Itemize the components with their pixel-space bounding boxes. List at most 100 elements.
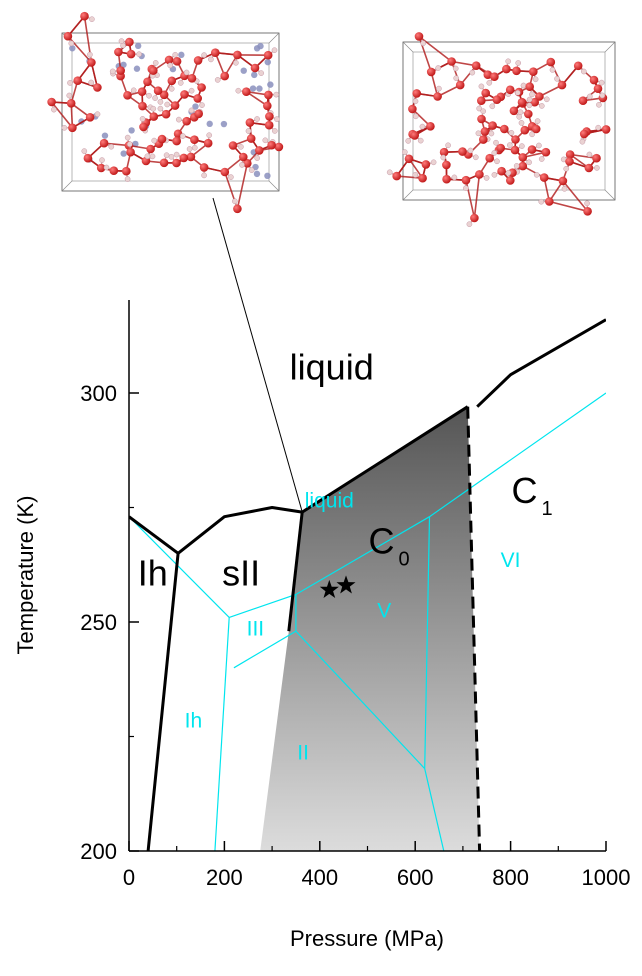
hydrogen-atom — [520, 82, 527, 89]
framework-bond — [236, 163, 249, 209]
boundary-c0-c1 — [466, 406, 482, 851]
oxygen-atom — [490, 72, 499, 81]
hydrogen-atom — [549, 67, 556, 73]
hydrogen-atom — [526, 96, 533, 103]
hydrogen-atom — [157, 99, 164, 105]
x-tick-label-3: 600 — [397, 865, 434, 890]
guest-atom — [256, 85, 263, 92]
oxygen-atom — [137, 87, 147, 96]
hydrogen-atom — [529, 91, 535, 98]
hydrogen-atom — [515, 60, 522, 66]
hydrogen-atom — [489, 103, 496, 110]
hydrogen-atom — [420, 40, 427, 47]
y-axis-label: Temperature (K) — [13, 496, 38, 655]
guest-atom — [267, 81, 274, 88]
oxygen-atom — [509, 106, 519, 116]
oxygen-atom — [203, 138, 213, 148]
hydrogen-atom — [61, 125, 68, 131]
hydrogen-atom — [67, 80, 73, 86]
guest-atom — [264, 58, 271, 66]
oxygen-atom — [126, 49, 136, 59]
oxygen-atom — [508, 168, 517, 177]
guest-atom — [192, 103, 199, 110]
hydrogen-atom — [88, 79, 94, 86]
hydrogen-atom — [466, 221, 473, 227]
phase-label-3: sII — [222, 552, 260, 593]
oxygen-atom — [510, 145, 520, 155]
unit-cell-inner-box — [412, 51, 606, 191]
oxygen-atom — [500, 124, 509, 134]
oxygen-atom — [565, 157, 574, 166]
x-axis-label: Pressure (MPa) — [290, 926, 444, 951]
star-marker-2 — [336, 575, 356, 594]
boundary-ih-sii — [146, 553, 180, 851]
unit-cell-edge-0 — [402, 41, 414, 53]
hydrogen-atom — [201, 52, 207, 58]
hydrogen-atom — [486, 80, 493, 86]
hydrogen-atom — [108, 143, 115, 150]
hydrogen-atom — [581, 68, 587, 75]
oxygen-atom — [68, 123, 77, 133]
hydrogen-atom — [89, 16, 95, 23]
guest-atom — [253, 45, 261, 52]
hydrogen-atom — [554, 76, 560, 82]
oxygen-atom — [263, 101, 272, 111]
hydrogen-atom — [262, 137, 269, 144]
oxygen-atom — [66, 99, 76, 108]
boundary-c0-liquid — [301, 405, 469, 514]
hydrogen-atom — [199, 102, 205, 108]
hydrogen-atom — [99, 157, 105, 163]
framework-bond — [562, 180, 589, 212]
phase-label-subscript-4: 0 — [398, 548, 409, 570]
hydrogen-atom — [513, 163, 520, 169]
oxygen-atom — [426, 67, 436, 77]
oxygen-atom — [197, 83, 206, 92]
hydrogen-atom — [533, 171, 540, 178]
oxygen-atom — [589, 75, 599, 85]
hydrogen-atom — [451, 174, 458, 181]
oxygen-atom — [584, 163, 594, 173]
hydrogen-atom — [596, 102, 602, 108]
oxygen-atom — [153, 86, 163, 95]
oxygen-atom — [517, 97, 527, 107]
hydrogen-atom — [254, 116, 260, 122]
oxygen-atom — [565, 150, 575, 159]
oxygen-atom — [87, 58, 96, 67]
oxygen-atom — [518, 153, 528, 162]
oxygen-atom — [161, 109, 171, 119]
hydrogen-atom — [81, 148, 88, 154]
hydrogen-atom — [150, 105, 157, 112]
hydrogen-atom — [536, 142, 542, 149]
guest-atom — [101, 132, 109, 139]
x-tick-label-2: 400 — [301, 865, 338, 890]
phase-label-2: Ih — [138, 552, 168, 593]
boundary-ih-liquid — [129, 515, 179, 555]
oxygen-atom — [592, 153, 601, 163]
guest-atom — [240, 67, 247, 74]
oxygen-atom — [527, 145, 537, 154]
hydrogen-atom — [188, 107, 195, 114]
hydrogen-atom — [494, 158, 500, 165]
oxygen-atom — [539, 173, 549, 182]
oxygen-atom — [139, 122, 148, 132]
oxygen-atom — [157, 134, 167, 144]
hydrogen-atom — [508, 129, 515, 136]
hydrogen-atom — [469, 69, 476, 76]
hydrogen-atom — [514, 90, 521, 96]
oxygen-atom — [116, 66, 125, 75]
oxygen-atom — [193, 94, 202, 103]
oxygen-atom — [172, 136, 181, 146]
oxygen-atom — [412, 89, 422, 98]
hydrogen-atom — [475, 130, 482, 137]
oxygen-atom — [246, 134, 256, 143]
oxygen-atom — [228, 141, 238, 150]
hydrogen-atom — [405, 138, 412, 144]
oxygen-atom — [274, 142, 284, 152]
oxygen-atom — [83, 153, 93, 163]
hydrogen-atom — [491, 150, 498, 156]
oxygen-atom — [506, 176, 515, 185]
hydrogen-atom — [152, 95, 158, 101]
oxygen-atom — [578, 96, 588, 105]
